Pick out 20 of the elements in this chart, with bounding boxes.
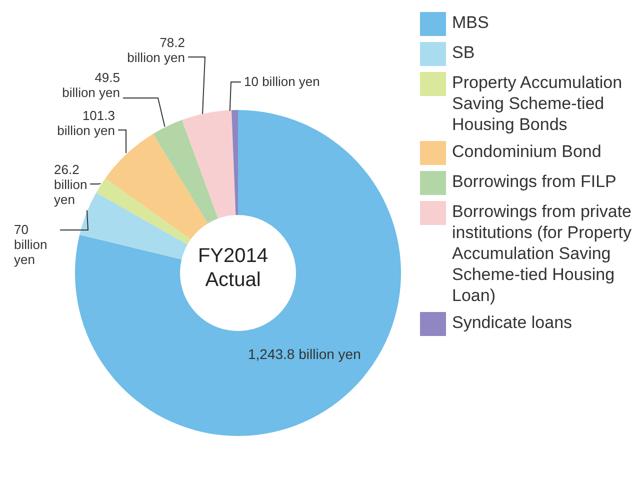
legend-label: MBS — [452, 12, 489, 33]
legend-label: Syndicate loans — [452, 312, 572, 333]
donut-slice — [96, 178, 191, 244]
donut-slice — [153, 120, 218, 224]
legend-label: Borrowings from FILP — [452, 171, 616, 192]
text: FY2014 Actual — [198, 245, 268, 291]
data-label: 101.3 billion yen — [57, 108, 115, 138]
legend-label: SB — [452, 42, 475, 63]
data-label: 1,243.8 billion yen — [248, 346, 361, 362]
legend-label: Condominium Bond — [452, 141, 602, 162]
data-label: 26.2 billion yen — [54, 162, 88, 207]
legend-label: Borrowings from private institutions (for Property Accumulation Saving Scheme-tied Housing Loan) — [452, 201, 633, 306]
donut-slice — [232, 110, 238, 216]
donut-slice — [80, 192, 188, 260]
data-label: 10 billion yen — [244, 74, 320, 89]
data-label: 70 billion yen — [14, 222, 48, 267]
legend-label: Property Accumulation Saving Scheme-tied Housing Bonds — [452, 72, 624, 135]
donut-slice — [182, 110, 236, 219]
data-label: 49.5 billion yen — [62, 70, 120, 100]
data-label: 78.2 billion yen — [127, 35, 185, 65]
